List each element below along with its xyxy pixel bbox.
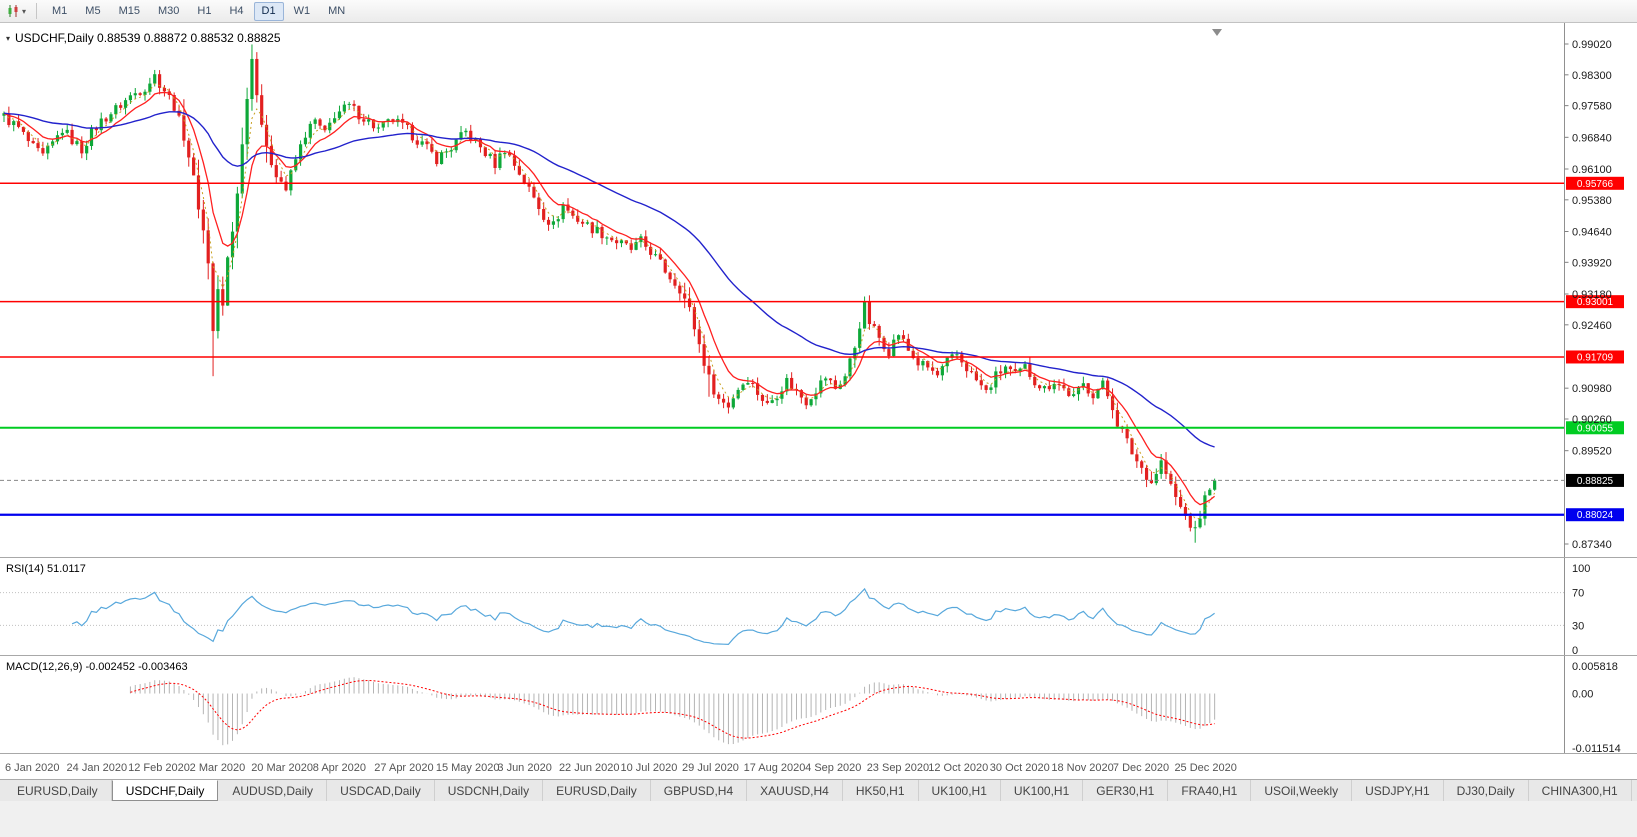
current-price-label: 0.88825 <box>1577 476 1614 487</box>
price-level-label: 0.90055 <box>1577 423 1614 434</box>
timeframe-button-m5[interactable]: M5 <box>85 5 101 17</box>
y-axis-label: 0.97580 <box>1572 101 1612 113</box>
x-axis-date-label: 23 Sep 2020 <box>867 762 929 774</box>
x-axis-date-label: 30 Oct 2020 <box>990 762 1050 774</box>
x-axis-date-label: 3 Jun 2020 <box>497 762 551 774</box>
ma-42-line <box>3 111 1215 448</box>
timeframe-button-w1[interactable]: W1 <box>293 5 311 17</box>
x-axis-date-label: 20 Mar 2020 <box>251 762 313 774</box>
macd-signal-line <box>130 679 1215 739</box>
chart-tab-fra40-h1[interactable]: FRA40,H1 <box>1168 780 1252 801</box>
chart-tab-gbpusd-h4[interactable]: GBPUSD,H4 <box>651 780 748 801</box>
chart-tab-china300-h1[interactable]: CHINA300,H1 <box>1529 780 1632 801</box>
macd-axis-label: -0.011514 <box>1572 743 1621 755</box>
x-axis-date-label: 25 Dec 2020 <box>1174 762 1236 774</box>
chart-shift-marker-icon[interactable] <box>1212 29 1222 36</box>
price-level-label: 0.93001 <box>1577 297 1614 308</box>
x-axis-date-label: 4 Sep 2020 <box>805 762 861 774</box>
chart-tab-usoil[interactable]: USOil, <box>1632 780 1637 801</box>
rsi-panel: 100 70 30 0 <box>0 563 1590 657</box>
timeframe-button-m1[interactable]: M1 <box>52 5 68 17</box>
chart-tab-ger30-h1[interactable]: GER30,H1 <box>1083 780 1169 801</box>
chart-region[interactable]: 0.95766 0.93001 0.91709 0.90055 0.88024 0.888… <box>0 23 1637 779</box>
candlestick-glyph <box>8 5 18 17</box>
timeframe-button-m15[interactable]: M15 <box>118 5 140 17</box>
price-level-label: 0.88024 <box>1577 510 1614 521</box>
chart-tab-eurusd-daily[interactable]: EURUSD,Daily <box>4 780 112 801</box>
x-axis-date-label: 8 Apr 2020 <box>313 762 366 774</box>
timeframe-button-h4[interactable]: H4 <box>229 5 244 17</box>
y-axis-label: 0.93920 <box>1572 257 1612 269</box>
y-axis-label: 0.87340 <box>1572 539 1612 551</box>
chart-tab-uk100-h1[interactable]: UK100,H1 <box>1001 780 1084 801</box>
y-axis-label: 0.96840 <box>1572 132 1612 144</box>
chart-tab-usoil-weekly[interactable]: USOil,Weekly <box>1251 780 1353 801</box>
y-axis-label: 0.89520 <box>1572 446 1612 458</box>
chart-tab-usdcad-daily[interactable]: USDCAD,Daily <box>327 780 435 801</box>
candles-layer <box>2 44 1217 543</box>
timeframe-button-d1[interactable]: D1 <box>253 1 284 21</box>
window-bottom-strip <box>0 801 1637 837</box>
rsi-axis-label: 30 <box>1572 620 1584 632</box>
x-axis-date-label: 15 May 2020 <box>436 762 500 774</box>
macd-axis-label: 0.00 <box>1572 689 1593 701</box>
chart-type-dropdown-icon[interactable]: ▾ <box>22 6 27 16</box>
x-axis-date-label: 27 Apr 2020 <box>374 762 433 774</box>
rsi-axis-label: 70 <box>1572 588 1584 600</box>
y-axis-label: 0.93180 <box>1572 289 1612 301</box>
chart-tab-xauusd-h4[interactable]: XAUUSD,H4 <box>747 780 843 801</box>
x-axis-date-label: 10 Jul 2020 <box>621 762 678 774</box>
x-axis-date-label: 18 Nov 2020 <box>1051 762 1113 774</box>
x-axis-date-label: 2 Mar 2020 <box>190 762 246 774</box>
chart-tab-bar: EURUSD,Daily USDCHF,Daily AUDUSD,Daily USDC… <box>0 779 1637 801</box>
price-level-label: 0.95766 <box>1577 179 1614 190</box>
y-axis-label: 0.98300 <box>1572 70 1612 82</box>
timeframe-toolbar: ▾ M1 M5 M15 M30 H1 H4 D1 W1 MN <box>0 0 1637 23</box>
x-axis-date-label: 24 Jan 2020 <box>67 762 128 774</box>
chart-tab-usdjpy-h1[interactable]: USDJPY,H1 <box>1352 780 1444 801</box>
timeframe-button-m30[interactable]: M30 <box>157 5 180 17</box>
macd-axis-label: 0.005818 <box>1572 661 1618 673</box>
rsi-axis-label: 0 <box>1572 645 1578 657</box>
y-axis-label: 0.96100 <box>1572 164 1612 176</box>
x-axis-date-label: 17 Aug 2020 <box>744 762 806 774</box>
moving-averages-layer <box>3 83 1216 520</box>
chart-tab-usdchf-daily[interactable]: USDCHF,Daily <box>111 780 219 801</box>
chart-tab-eurusd-daily[interactable]: EURUSD,Daily <box>543 780 651 801</box>
y-axis-label: 0.99020 <box>1572 39 1612 51</box>
y-axis-label: 0.90980 <box>1572 383 1612 395</box>
x-axis-date-label: 12 Oct 2020 <box>928 762 988 774</box>
timeframe-button-mn[interactable]: MN <box>328 5 346 17</box>
x-axis-date-label: 22 Jun 2020 <box>559 762 620 774</box>
chart-tab-uk100-h1[interactable]: UK100,H1 <box>919 780 1001 801</box>
x-axis-date-label: 29 Jul 2020 <box>682 762 739 774</box>
timeframe-buttons: M1 M5 M15 M30 H1 H4 D1 W1 MN <box>43 1 354 21</box>
chart-type-icon[interactable] <box>5 3 21 19</box>
y-axis-label: 0.95380 <box>1572 195 1612 207</box>
x-axis-date-label: 6 Jan 2020 <box>5 762 59 774</box>
ma-9-line <box>3 91 1216 506</box>
macd-panel: 0.005818 0.00 -0.011514 <box>129 661 1621 755</box>
price-axis: 0.99020 0.98300 0.97580 0.96840 0.96100 0.953… <box>0 23 1637 754</box>
price-level-label: 0.91709 <box>1577 352 1614 363</box>
x-axis-date-label: 7 Dec 2020 <box>1113 762 1169 774</box>
chart-tab-hk50-h1[interactable]: HK50,H1 <box>843 780 919 801</box>
rsi-line <box>71 587 1215 646</box>
date-axis: 6 Jan 2020 24 Jan 2020 12 Feb 2020 2 Mar 20… <box>5 762 1237 774</box>
chart-tab-dj30-daily[interactable]: DJ30,Daily <box>1444 780 1529 801</box>
y-axis-label: 0.90260 <box>1572 414 1612 426</box>
y-axis-label: 0.94640 <box>1572 227 1612 239</box>
rsi-axis-label: 100 <box>1572 563 1590 575</box>
toolbar-separator <box>36 3 38 19</box>
chart-tab-usdcnh-daily[interactable]: USDCNH,Daily <box>435 780 544 801</box>
support-resistance-lines: 0.95766 0.93001 0.91709 0.90055 0.88024 0.888… <box>0 176 1624 522</box>
y-axis-label: 0.92460 <box>1572 320 1612 332</box>
price-chart-canvas[interactable]: 0.95766 0.93001 0.91709 0.90055 0.88024 0.888… <box>0 23 1637 779</box>
ma-4-line <box>3 83 1216 520</box>
x-axis-date-label: 12 Feb 2020 <box>128 762 190 774</box>
chart-tab-audusd-daily[interactable]: AUDUSD,Daily <box>219 780 328 801</box>
timeframe-button-h1[interactable]: H1 <box>197 5 212 17</box>
